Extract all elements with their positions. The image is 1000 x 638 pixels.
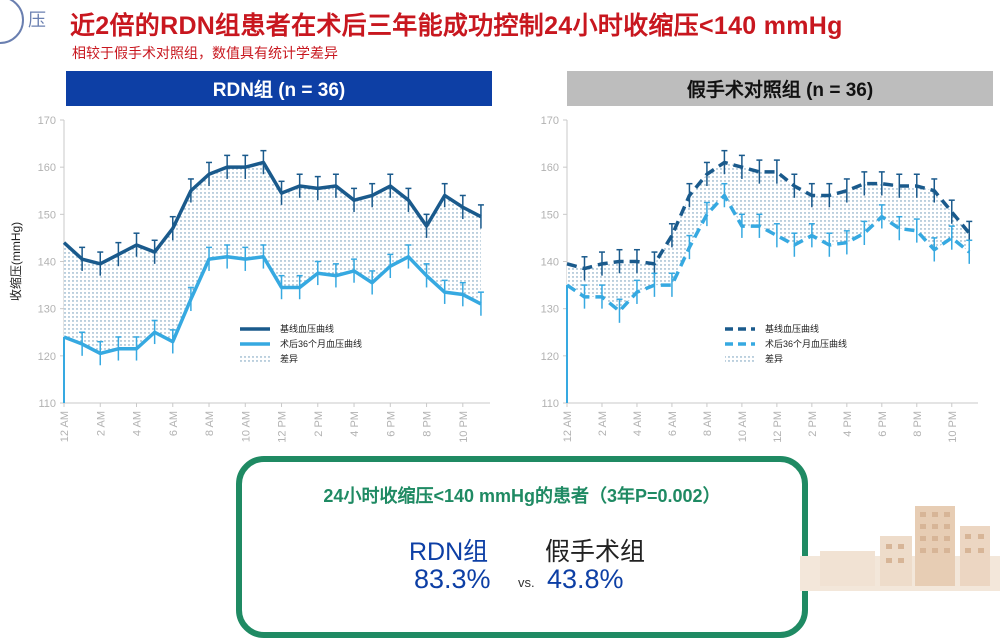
slide-title: 近2倍的RDN组患者在术后三年能成功控制24小时收缩压<140 mmHg	[70, 12, 843, 40]
sham-panel-header: 假手术对照组 (n = 36)	[567, 71, 993, 106]
rdn-panel-header: RDN组 (n = 36)	[66, 71, 492, 106]
chart-1: 110 120 130 140 150 160 170 12 AM 2 AM 4 AM 6 AM 8 …	[8, 115, 490, 443]
x-tick-label: 10 PM	[458, 411, 470, 443]
sham-percentage: 43.8%	[547, 564, 624, 594]
y-tick-label: 150	[541, 209, 559, 221]
y-tick-label: 120	[38, 351, 56, 363]
x-tick-label: 6 AM	[168, 411, 180, 436]
x-tick-label: 12 AM	[59, 411, 71, 442]
hospital-building-illustration	[800, 506, 1000, 591]
post-36m-series-line	[63, 255, 482, 356]
legend-label: 术后36个月血压曲线	[765, 338, 847, 349]
hospital-logo-text: 压	[28, 10, 46, 31]
legend-difference-swatch	[240, 355, 270, 364]
x-tick-label: 6 AM	[667, 411, 679, 436]
x-tick-label: 2 PM	[807, 411, 819, 437]
x-tick-label: 2 AM	[95, 411, 107, 436]
x-tick-label: 2 AM	[597, 411, 609, 436]
difference-band	[567, 162, 970, 312]
rdn-percentage: 83.3%	[414, 564, 491, 594]
baseline-series-line	[566, 160, 971, 271]
summary-title: 24小时收缩压<140 mmHg的患者（3年P=0.002）	[323, 486, 721, 506]
chart-2: 110 120 130 140 150 160 170 12 AM 2 AM 4 AM 6 AM 8 …	[541, 115, 978, 443]
y-tick-label: 150	[38, 209, 56, 221]
x-tick-label: 4 AM	[632, 411, 644, 436]
x-tick-label: 8 PM	[422, 411, 434, 437]
x-tick-label: 8 AM	[702, 411, 714, 436]
x-tick-label: 12 AM	[562, 411, 574, 442]
x-tick-label: 4 AM	[132, 411, 144, 436]
legend-label: 基线血压曲线	[280, 323, 334, 334]
difference-band	[64, 162, 481, 354]
y-tick-label: 140	[541, 257, 559, 269]
x-tick-label: 8 PM	[912, 411, 924, 437]
y-axis-label: 收缩压(mmHg)	[8, 222, 23, 301]
x-tick-label: 10 PM	[947, 411, 959, 443]
rdn-group-label: RDN组	[409, 538, 489, 566]
x-tick-label: 10 AM	[240, 411, 252, 442]
slide-subtitle: 相较于假手术对照组，数值具有统计学差异	[72, 45, 338, 61]
x-tick-label: 2 PM	[313, 411, 325, 437]
x-tick-label: 8 AM	[204, 411, 216, 436]
y-tick-label: 110	[38, 398, 56, 410]
x-tick-label: 12 PM	[772, 411, 784, 443]
y-tick-label: 130	[541, 304, 559, 316]
sham-group-label: 假手术组	[545, 538, 646, 566]
vs-label: vs.	[518, 575, 535, 590]
y-tick-label: 160	[541, 162, 559, 174]
y-tick-label: 110	[541, 398, 559, 410]
baseline-series-line	[62, 160, 482, 266]
x-tick-label: 6 PM	[385, 411, 397, 437]
post-36m-series-line	[566, 193, 971, 313]
legend-label: 差异	[280, 353, 298, 364]
legend-difference-swatch	[725, 355, 755, 364]
bp-charts: 110 120 130 140 150 160 170 12 AM 2 AM 4 AM 6 AM 8 …	[8, 115, 978, 443]
x-tick-label: 4 PM	[842, 411, 854, 437]
legend-label: 差异	[765, 353, 783, 364]
x-tick-label: 4 PM	[349, 411, 361, 437]
legend-label: 术后36个月血压曲线	[280, 338, 362, 349]
x-tick-label: 10 AM	[737, 411, 749, 442]
summary-box: 24小时收缩压<140 mmHg的患者（3年P=0.002） RDN组 假手术组…	[236, 456, 808, 638]
y-tick-label: 170	[38, 115, 56, 127]
x-tick-label: 6 PM	[877, 411, 889, 437]
legend-label: 基线血压曲线	[765, 323, 819, 334]
y-tick-label: 140	[38, 257, 56, 269]
y-tick-label: 160	[38, 162, 56, 174]
y-tick-label: 120	[541, 351, 559, 363]
x-tick-label: 12 PM	[277, 411, 289, 443]
y-tick-label: 130	[38, 304, 56, 316]
y-tick-label: 170	[541, 115, 559, 127]
